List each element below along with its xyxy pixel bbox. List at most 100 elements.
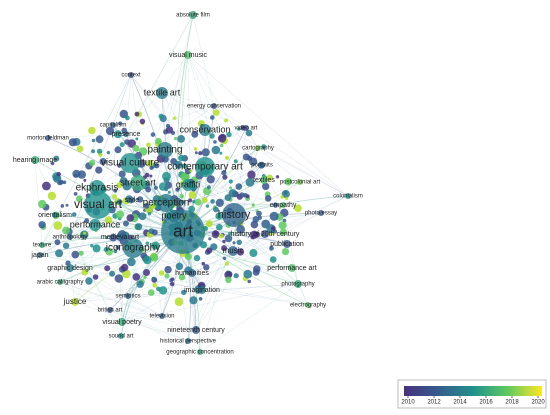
minor-node xyxy=(222,256,227,260)
edge xyxy=(129,162,284,206)
node-label: visual art xyxy=(74,197,123,211)
edge xyxy=(97,147,259,206)
edge xyxy=(74,301,189,342)
node-label: contemporary art xyxy=(167,162,243,173)
node-label: orientalism xyxy=(38,212,72,219)
node-label: postcolonial art xyxy=(280,180,321,186)
node-label: ekphrasis xyxy=(76,183,119,194)
node xyxy=(197,349,203,355)
minor-node xyxy=(113,188,118,193)
node xyxy=(192,326,200,334)
minor-node xyxy=(109,270,116,277)
node-label: presence xyxy=(112,131,141,138)
edge xyxy=(69,124,114,238)
minor-node xyxy=(114,274,124,283)
minor-node xyxy=(54,239,61,246)
edge xyxy=(34,159,122,337)
minor-node xyxy=(179,194,184,199)
minor-node xyxy=(98,152,103,157)
node xyxy=(39,242,45,248)
minor-node xyxy=(228,189,237,198)
node xyxy=(222,203,246,227)
node-label: justice xyxy=(63,297,87,306)
node xyxy=(118,333,124,339)
edge xyxy=(199,283,299,353)
minor-node xyxy=(206,185,211,190)
node xyxy=(157,194,175,212)
minor-node xyxy=(228,179,233,184)
node-label: history of 20th century xyxy=(231,231,300,238)
node xyxy=(52,212,58,218)
minor-node xyxy=(85,277,93,285)
minor-node xyxy=(91,149,96,154)
minor-node xyxy=(217,134,227,143)
node xyxy=(255,145,261,151)
minor-node xyxy=(76,145,84,153)
minor-node xyxy=(105,236,109,240)
minor-node xyxy=(193,254,201,262)
minor-node xyxy=(125,115,130,121)
minor-node xyxy=(99,158,107,165)
minor-node xyxy=(84,218,90,224)
minor-node xyxy=(219,143,224,148)
minor-node xyxy=(198,297,203,301)
minor-node xyxy=(62,180,67,185)
minor-node xyxy=(58,179,64,185)
minor-node xyxy=(88,126,96,135)
legend-tick-label: 2012 xyxy=(427,400,441,406)
node xyxy=(243,125,249,131)
minor-node xyxy=(118,121,123,126)
minor-node xyxy=(95,135,104,144)
legend-tick-label: 2016 xyxy=(479,400,493,406)
minor-node xyxy=(250,234,255,240)
minor-node xyxy=(237,127,241,131)
edge xyxy=(112,124,123,323)
node-label: historical perspective xyxy=(160,339,217,345)
node xyxy=(120,153,140,173)
minor-node xyxy=(47,191,57,201)
minor-node xyxy=(104,265,111,272)
minor-node xyxy=(205,220,213,228)
edge xyxy=(161,92,215,107)
node-label: video art xyxy=(234,126,257,132)
node-label: imagination xyxy=(184,287,220,294)
minor-node xyxy=(178,274,186,281)
node xyxy=(89,219,101,231)
minor-node xyxy=(173,137,178,141)
legend-tick-label: 2018 xyxy=(505,400,519,406)
minor-node xyxy=(178,154,185,162)
edge xyxy=(125,74,132,135)
minor-node xyxy=(213,140,217,144)
edge xyxy=(257,147,301,183)
node xyxy=(128,72,134,78)
minor-node xyxy=(151,229,158,236)
node-label: visual music xyxy=(169,52,208,59)
minor-node xyxy=(154,163,160,169)
node xyxy=(67,234,73,240)
minor-node xyxy=(89,159,96,166)
minor-node xyxy=(278,221,287,230)
minor-node xyxy=(73,192,78,196)
minor-node xyxy=(139,118,146,125)
minor-node xyxy=(136,280,144,288)
edge xyxy=(59,281,123,323)
minor-node xyxy=(135,223,143,231)
minor-node xyxy=(188,205,196,213)
node xyxy=(185,338,191,344)
node-label: performance xyxy=(70,219,121,229)
minor-node xyxy=(116,182,123,189)
minor-node xyxy=(236,225,246,234)
minor-node xyxy=(173,197,182,207)
minor-node xyxy=(134,111,140,117)
node-label: style xyxy=(125,197,140,204)
minor-node xyxy=(164,273,170,279)
node xyxy=(57,279,63,285)
minor-node xyxy=(115,245,121,250)
minor-node xyxy=(92,244,101,253)
edge xyxy=(69,267,163,317)
minor-node xyxy=(149,174,153,178)
node xyxy=(66,264,74,272)
node xyxy=(294,280,302,288)
minor-node xyxy=(143,269,150,276)
